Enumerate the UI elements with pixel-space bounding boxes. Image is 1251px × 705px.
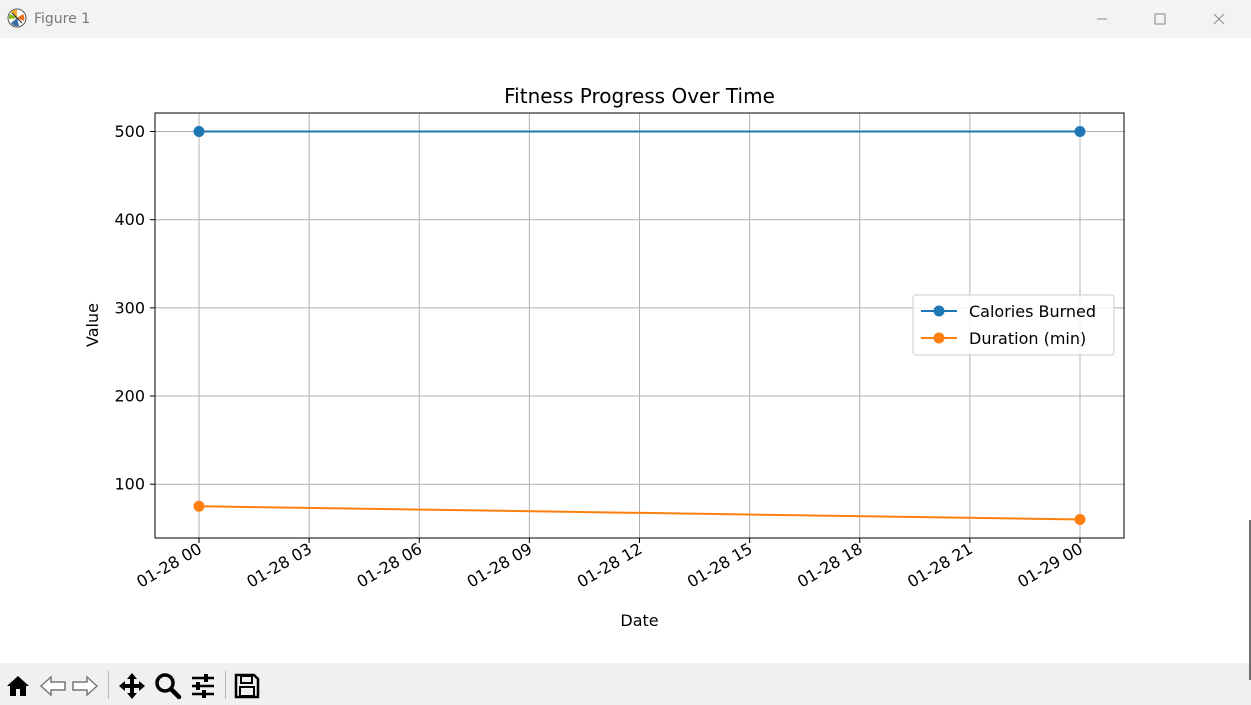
toolbar-separator — [225, 671, 226, 699]
x-tick-label: 01-29 00 — [1014, 539, 1086, 591]
legend-marker-duration — [933, 332, 945, 344]
minimize-icon — [1097, 18, 1107, 20]
back-button[interactable] — [38, 671, 68, 701]
x-tick-label: 01-28 06 — [353, 539, 425, 591]
figure-canvas: 01-28 00 01-28 03 01-28 06 01-28 09 01-28 12… — [0, 38, 1251, 663]
y-tick-label: 100 — [114, 475, 145, 494]
close-button[interactable] — [1190, 0, 1248, 38]
back-arrow-icon — [39, 675, 66, 697]
configure-subplots-icon — [192, 674, 214, 698]
pan-icon — [119, 673, 145, 699]
y-tick-label: 200 — [114, 387, 145, 406]
data-point — [1074, 126, 1086, 138]
legend-frame — [912, 294, 1115, 356]
window-titlebar: Figure 1 — [0, 0, 1251, 38]
y-tick-label: 500 — [114, 122, 145, 141]
data-point — [193, 126, 205, 138]
forward-arrow-icon — [72, 675, 99, 697]
ticks-layer: 01-28 00 01-28 03 01-28 06 01-28 09 01-28 12… — [114, 122, 1086, 591]
series-line-1 — [198, 505, 1081, 521]
legend-marker-calories — [933, 305, 945, 317]
y-tick-label: 300 — [114, 298, 145, 317]
x-tick-label: 01-28 00 — [133, 539, 205, 591]
line-chart: 01-28 00 01-28 03 01-28 06 01-28 09 01-28 12… — [83, 84, 1125, 630]
zoom-button[interactable] — [153, 671, 183, 701]
configure-subplots-button[interactable] — [188, 671, 218, 701]
close-icon — [1213, 13, 1225, 25]
x-tick-label: 01-28 18 — [794, 539, 866, 591]
matplotlib-logo-icon — [7, 8, 27, 28]
legend-label-duration: Duration (min) — [969, 329, 1086, 348]
save-icon — [234, 673, 260, 699]
home-button[interactable] — [3, 671, 33, 701]
data-point — [1074, 513, 1086, 525]
x-tick-label: 01-28 21 — [904, 539, 976, 591]
legend-label-calories: Calories Burned — [969, 302, 1096, 321]
pan-button[interactable] — [117, 671, 147, 701]
zoom-icon — [155, 673, 182, 700]
window-edge — [1249, 520, 1251, 680]
y-axis-label: Value — [83, 303, 102, 347]
data-point — [193, 500, 205, 512]
x-axis-label: Date — [620, 611, 658, 630]
toolbar-separator — [108, 671, 109, 699]
y-tick-label: 400 — [114, 210, 145, 229]
x-tick-label: 01-28 12 — [574, 539, 646, 591]
x-tick-label: 01-28 03 — [243, 539, 315, 591]
x-tick-label: 01-28 09 — [464, 539, 536, 591]
forward-button[interactable] — [70, 671, 100, 701]
navigation-toolbar — [0, 663, 1251, 705]
maximize-button[interactable] — [1131, 0, 1189, 38]
maximize-icon — [1154, 13, 1166, 25]
window-title: Figure 1 — [34, 11, 91, 27]
x-tick-label: 01-28 15 — [684, 539, 756, 591]
chart-title: Fitness Progress Over Time — [504, 84, 775, 108]
save-button[interactable] — [232, 671, 262, 701]
legend: Calories Burned Duration (min) — [912, 294, 1115, 356]
minimize-button[interactable] — [1073, 0, 1131, 38]
home-icon — [7, 676, 29, 696]
series-layer — [193, 126, 1086, 525]
